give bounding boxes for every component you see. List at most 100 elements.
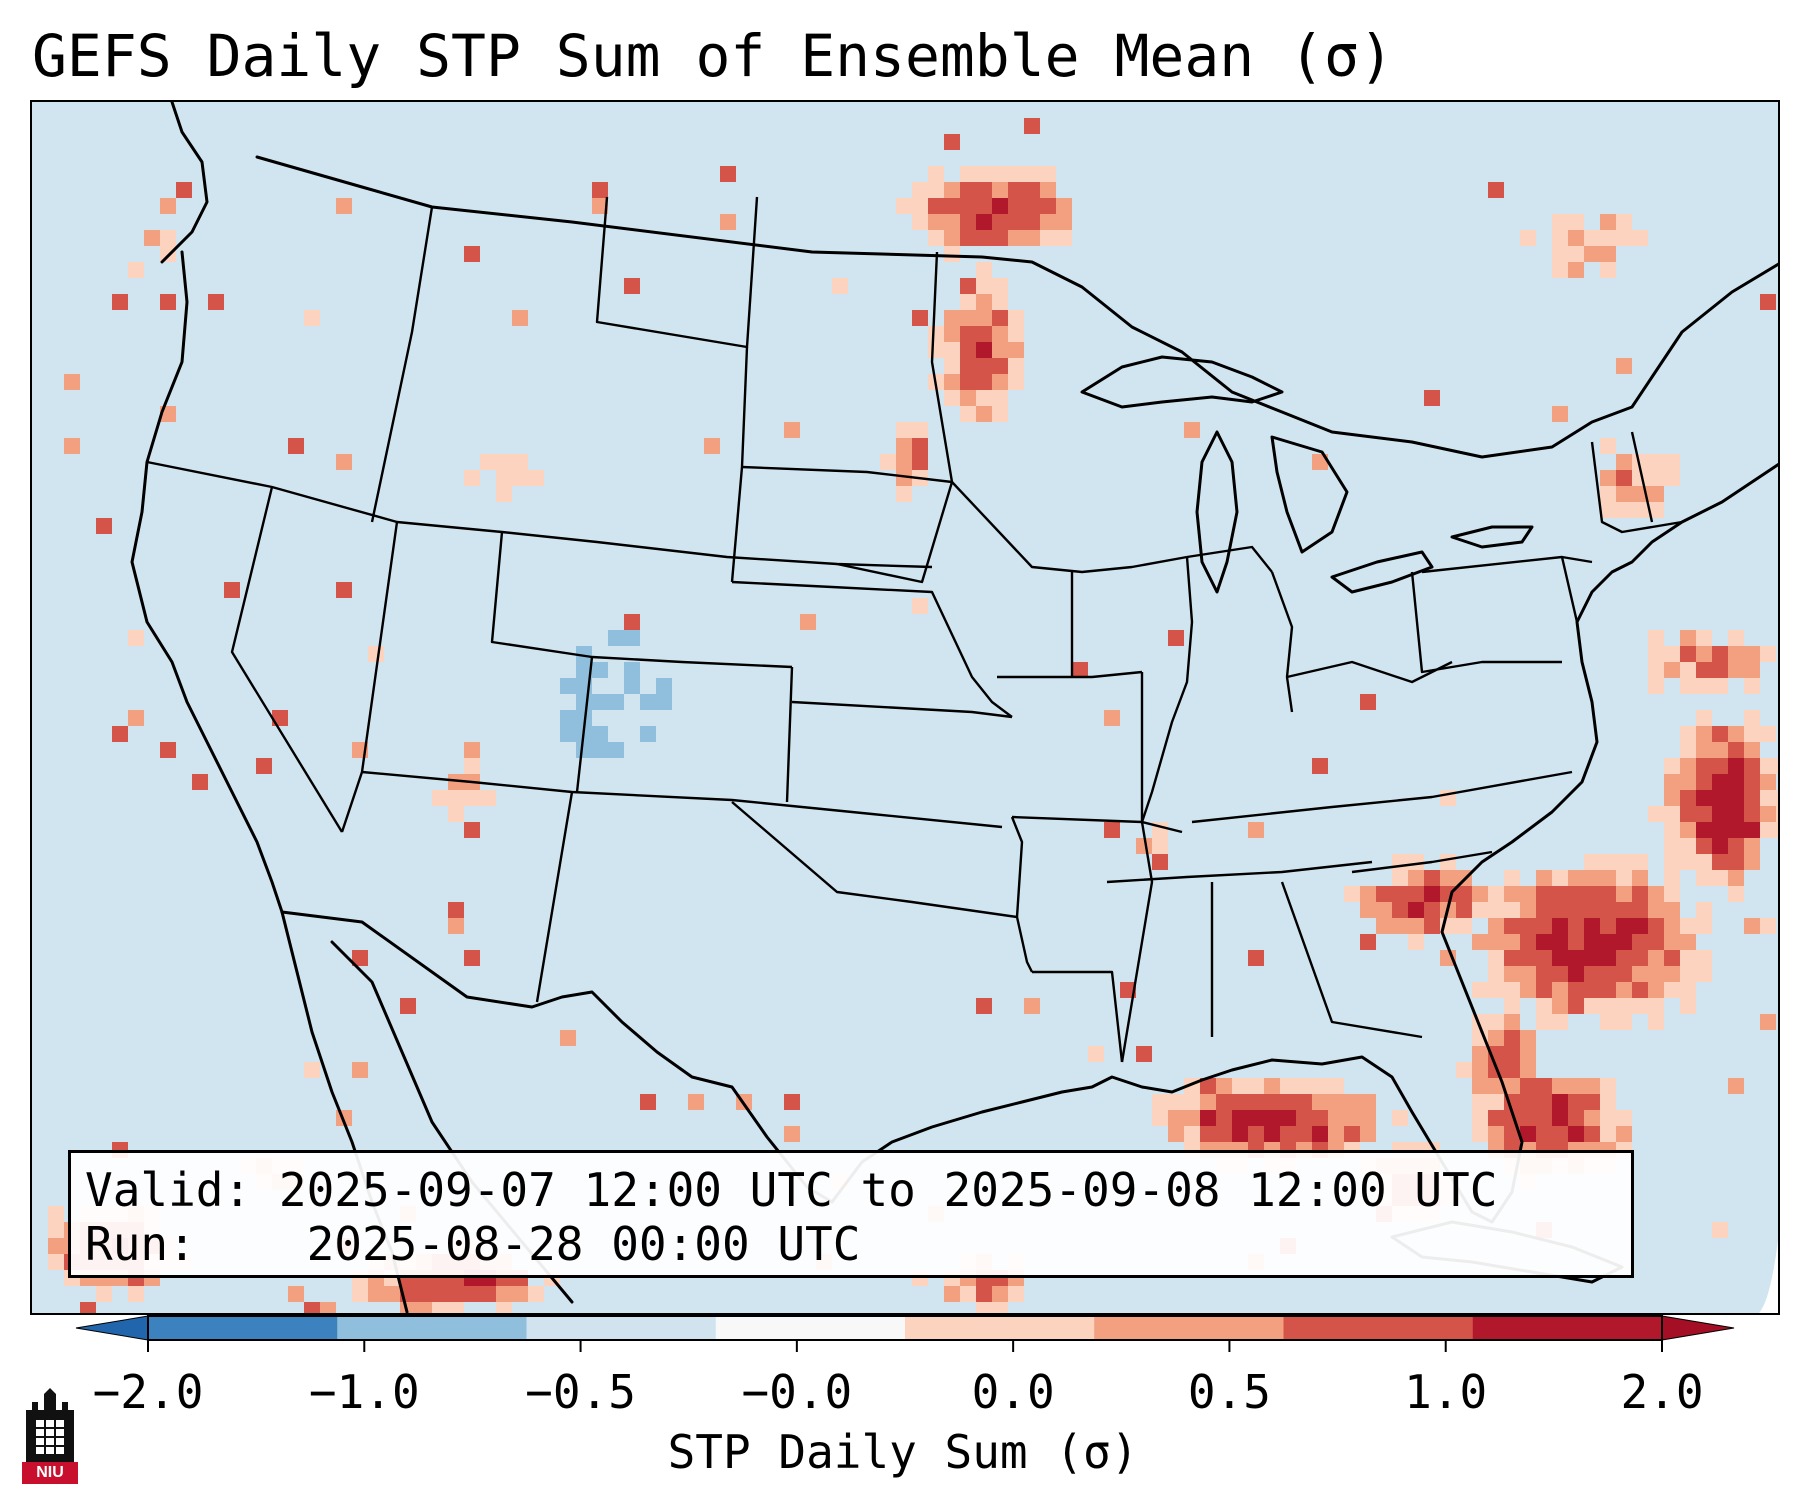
stp-cell [1536, 982, 1552, 998]
stp-cell [1520, 1078, 1536, 1094]
stp-cell [1728, 870, 1744, 886]
stp-cell [1552, 966, 1568, 982]
stp-cell [992, 358, 1008, 374]
stp-cell [464, 758, 480, 774]
stp-cell [1584, 998, 1600, 1014]
stp-cell [1728, 774, 1744, 790]
stp-cell [368, 1286, 384, 1302]
stp-cell [1008, 230, 1024, 246]
stp-cell [1360, 902, 1376, 918]
stp-cell [576, 742, 592, 758]
stp-cell [1600, 1126, 1616, 1142]
stp-cell [1696, 838, 1712, 854]
stp-cell [304, 1302, 320, 1313]
colorbar-tick-label: 1.0 [1404, 1365, 1488, 1419]
stp-cell [1408, 918, 1424, 934]
stp-cell [976, 310, 992, 326]
stp-cell [1568, 918, 1584, 934]
stp-cell [1488, 950, 1504, 966]
stp-cell [1616, 358, 1632, 374]
stp-cell [1600, 934, 1616, 950]
stp-cell [944, 390, 960, 406]
stp-cell [1504, 1062, 1520, 1078]
stp-cell [480, 1286, 496, 1302]
stp-cell [1424, 870, 1440, 886]
stp-cell [912, 214, 928, 230]
stp-cell [1456, 902, 1472, 918]
stp-cell [1472, 982, 1488, 998]
stp-cell [1568, 246, 1584, 262]
stp-cell [1648, 662, 1664, 678]
stp-cell [1616, 918, 1632, 934]
stp-cell [48, 1238, 64, 1254]
stp-cell [640, 694, 656, 710]
stp-cell [1664, 854, 1680, 870]
stp-cell [1424, 390, 1440, 406]
stp-cell [1584, 966, 1600, 982]
stp-cell [944, 1286, 960, 1302]
stp-cell [1712, 822, 1728, 838]
stp-cell [1536, 950, 1552, 966]
stp-cell [1632, 854, 1648, 870]
stp-cell [1696, 774, 1712, 790]
stp-cell [784, 1126, 800, 1142]
stp-cell [1696, 918, 1712, 934]
stp-cell [1216, 1126, 1232, 1142]
stp-cell [1520, 950, 1536, 966]
stp-cell [1664, 646, 1680, 662]
lake-superior [1080, 355, 1284, 409]
stp-cell [1616, 470, 1632, 486]
stp-cell [1056, 214, 1072, 230]
stp-cell [1296, 1110, 1312, 1126]
stp-cell [1360, 1110, 1376, 1126]
stp-cell [976, 1302, 992, 1313]
stp-cell [1536, 1094, 1552, 1110]
stp-cell [944, 230, 960, 246]
stp-cell [1568, 950, 1584, 966]
stp-cell [1376, 918, 1392, 934]
stp-cell [1712, 1222, 1728, 1238]
stp-cell [1168, 1110, 1184, 1126]
stp-cell [1504, 1078, 1520, 1094]
stp-cell [912, 454, 928, 470]
stp-cell [1200, 1078, 1216, 1094]
stp-cell [624, 630, 640, 646]
stp-cell [960, 358, 976, 374]
stp-cell [928, 182, 944, 198]
stp-cell [1664, 902, 1680, 918]
stp-cell [1728, 790, 1744, 806]
stp-cell [1648, 966, 1664, 982]
stp-cell [976, 1286, 992, 1302]
stp-cell [1584, 246, 1600, 262]
stp-cell [992, 310, 1008, 326]
stp-cell [352, 1062, 368, 1078]
stp-cell [1536, 966, 1552, 982]
stp-cell [992, 374, 1008, 390]
stp-cell [896, 454, 912, 470]
stp-cell [1504, 966, 1520, 982]
stp-cell [496, 470, 512, 486]
stp-cell [448, 1302, 464, 1313]
stp-cell [320, 1302, 336, 1313]
stp-cell [1552, 918, 1568, 934]
stp-cell [1632, 902, 1648, 918]
stp-cell [800, 614, 816, 630]
stp-cell [1248, 1078, 1264, 1094]
stp-cell [1600, 870, 1616, 886]
stp-cell [1344, 886, 1360, 902]
stp-cell [976, 294, 992, 310]
stp-cell [576, 646, 592, 662]
stp-cell [1744, 918, 1760, 934]
stp-cell [720, 166, 736, 182]
colorbar-bin [1094, 1316, 1284, 1340]
stp-cell [1024, 118, 1040, 134]
stp-cell [1008, 182, 1024, 198]
stp-cell [1648, 950, 1664, 966]
stp-cell [1488, 1110, 1504, 1126]
stp-cell [944, 310, 960, 326]
stp-cell [1328, 1110, 1344, 1126]
stp-cell [1584, 1110, 1600, 1126]
stp-cell [1776, 758, 1778, 774]
stp-cell [944, 374, 960, 390]
stp-cell [1280, 1110, 1296, 1126]
